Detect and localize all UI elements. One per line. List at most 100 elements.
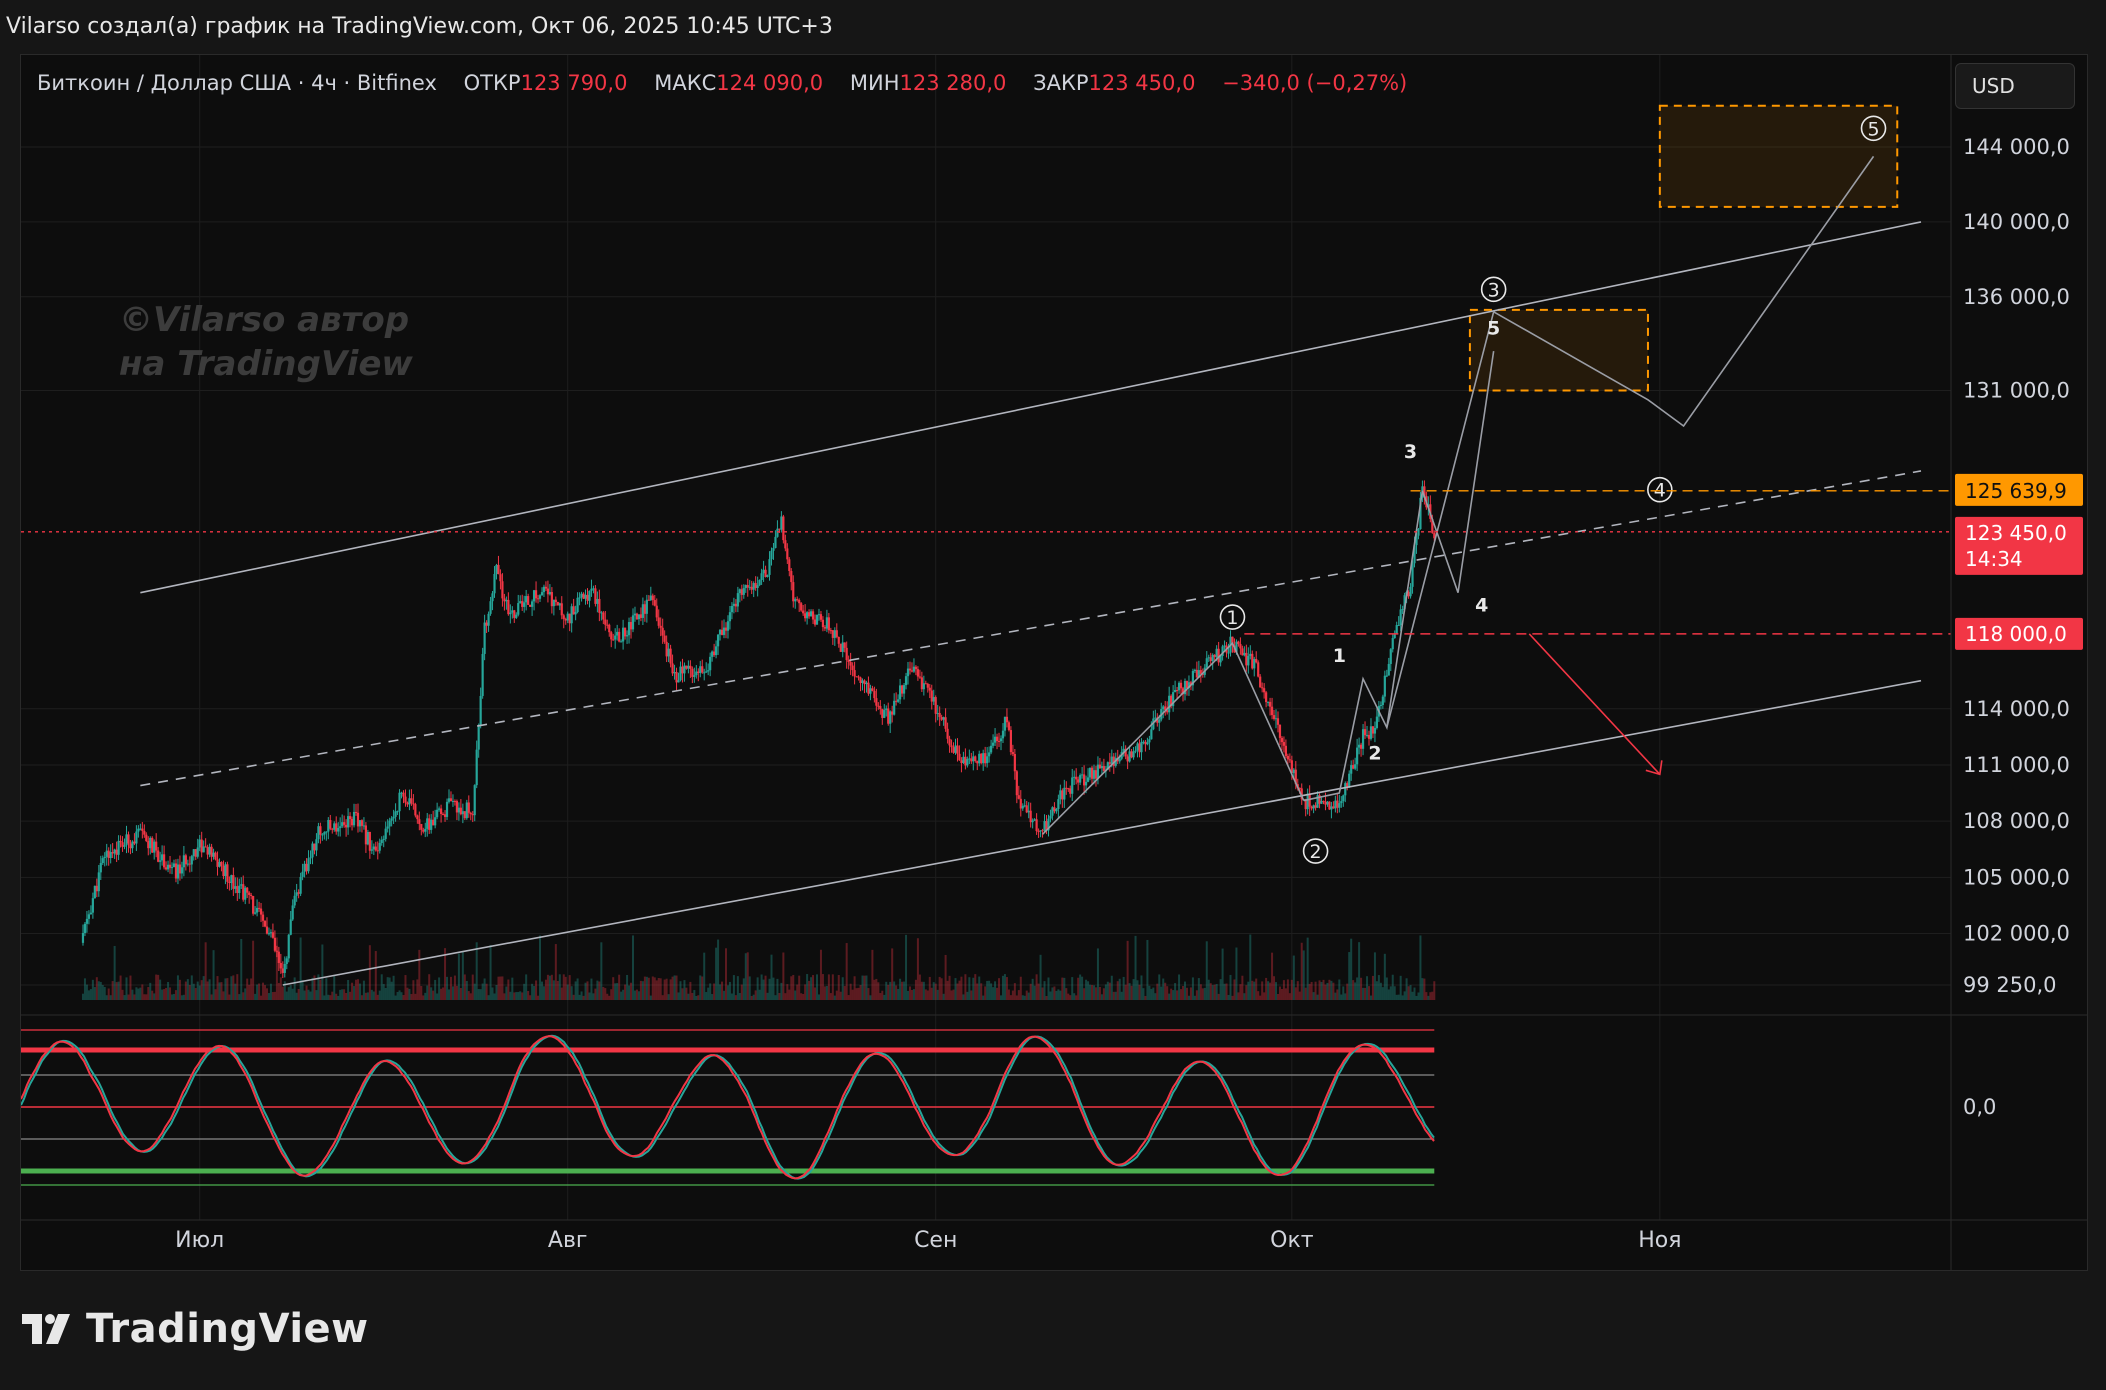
candle xyxy=(732,597,736,614)
candle-body xyxy=(1395,625,1398,635)
candle xyxy=(1433,530,1436,542)
volume-bar xyxy=(1106,981,1109,1000)
candle-body xyxy=(809,611,813,617)
candle-body xyxy=(1148,739,1151,743)
candle xyxy=(802,605,805,616)
currency-button[interactable]: USD xyxy=(1955,63,2075,109)
volume-bar xyxy=(287,987,290,1000)
volume-bar xyxy=(924,989,927,1000)
candle xyxy=(1193,668,1196,673)
volume-bar xyxy=(1373,952,1376,1000)
candle xyxy=(566,611,569,624)
volume-bar xyxy=(311,977,314,1000)
candle xyxy=(402,790,405,804)
candle-body xyxy=(250,894,253,896)
candlesticks[interactable] xyxy=(81,480,1436,979)
volume-bar xyxy=(938,976,941,1000)
candle xyxy=(1061,788,1064,808)
candle-body xyxy=(734,603,737,607)
volume-bar xyxy=(505,986,508,1000)
volume-bar xyxy=(169,987,172,1000)
candle xyxy=(620,639,623,643)
candle xyxy=(643,600,646,622)
volume-bar xyxy=(703,952,706,1000)
candle xyxy=(798,598,801,612)
tradingview-logo[interactable]: TradingView xyxy=(22,1306,369,1352)
candle xyxy=(155,833,158,858)
candle xyxy=(936,704,939,721)
candle xyxy=(804,604,807,622)
volume-bar xyxy=(83,978,86,1000)
candle-body xyxy=(1354,764,1357,769)
candle-body xyxy=(281,968,284,973)
candle xyxy=(139,823,142,831)
candle xyxy=(523,595,526,613)
volume-bar xyxy=(479,989,482,1000)
volume-bar xyxy=(1187,995,1190,1000)
volume-bar xyxy=(1195,990,1198,1000)
candle xyxy=(1371,725,1375,738)
volume-bar xyxy=(1223,983,1226,1000)
candle xyxy=(1320,797,1323,804)
volume-bar xyxy=(238,994,241,1000)
candle xyxy=(291,899,294,921)
volume-bar xyxy=(562,974,565,1000)
price-chart[interactable]: ©Vilarso автор на TradingView 1234512345… xyxy=(21,55,2087,1270)
volume-bar xyxy=(637,991,640,1000)
candle xyxy=(87,910,91,925)
candle xyxy=(346,808,350,835)
candle xyxy=(170,862,174,875)
volume-bar xyxy=(202,976,205,1000)
candle xyxy=(948,735,951,753)
candle-body xyxy=(390,818,393,821)
wave-label-circle xyxy=(1302,838,1329,864)
candle-body xyxy=(1037,831,1040,833)
candle-body xyxy=(497,564,500,575)
candle xyxy=(426,812,429,837)
candle-body xyxy=(521,601,524,607)
candle xyxy=(570,603,573,633)
candle-body xyxy=(756,585,759,588)
volume-bar xyxy=(1360,977,1363,1000)
candle-body xyxy=(1259,676,1262,688)
volume-bar xyxy=(1112,991,1115,1000)
candle-body xyxy=(1217,648,1220,663)
candle-body xyxy=(813,619,817,625)
candle-body xyxy=(1280,737,1284,743)
candle xyxy=(343,815,346,828)
volume-bar xyxy=(1182,986,1185,1000)
candle xyxy=(473,784,476,822)
candle-body xyxy=(952,747,955,753)
candle xyxy=(1304,798,1307,817)
candle-body xyxy=(1086,777,1090,782)
candle-body xyxy=(667,648,670,657)
volume-bar xyxy=(1239,984,1242,1000)
candle-body xyxy=(1235,641,1238,653)
candle xyxy=(1011,744,1014,757)
candle xyxy=(639,607,643,622)
volume-bar xyxy=(232,975,235,1000)
y-tick-label: 144 000,0 xyxy=(1963,135,2070,159)
candle xyxy=(1255,651,1258,664)
candle-body xyxy=(902,685,906,694)
volume-bar xyxy=(1045,995,1048,1000)
volume-bar xyxy=(552,980,555,1000)
candle-body xyxy=(234,886,237,889)
candle-body xyxy=(178,864,182,874)
candle-body xyxy=(633,613,637,616)
candle xyxy=(556,601,559,606)
candle xyxy=(313,843,316,855)
volume-bar xyxy=(920,981,923,1000)
candle-body xyxy=(879,706,882,710)
volume-bar xyxy=(1013,983,1016,1000)
candle-body xyxy=(303,863,306,872)
volume-bar xyxy=(262,982,265,1000)
candle xyxy=(168,855,172,874)
candle-body xyxy=(1138,743,1141,753)
volume-bar xyxy=(622,989,625,1000)
candle-body xyxy=(1181,688,1185,695)
volume-bar xyxy=(234,983,237,1000)
volume-bar xyxy=(954,978,957,1000)
candle xyxy=(685,665,688,670)
